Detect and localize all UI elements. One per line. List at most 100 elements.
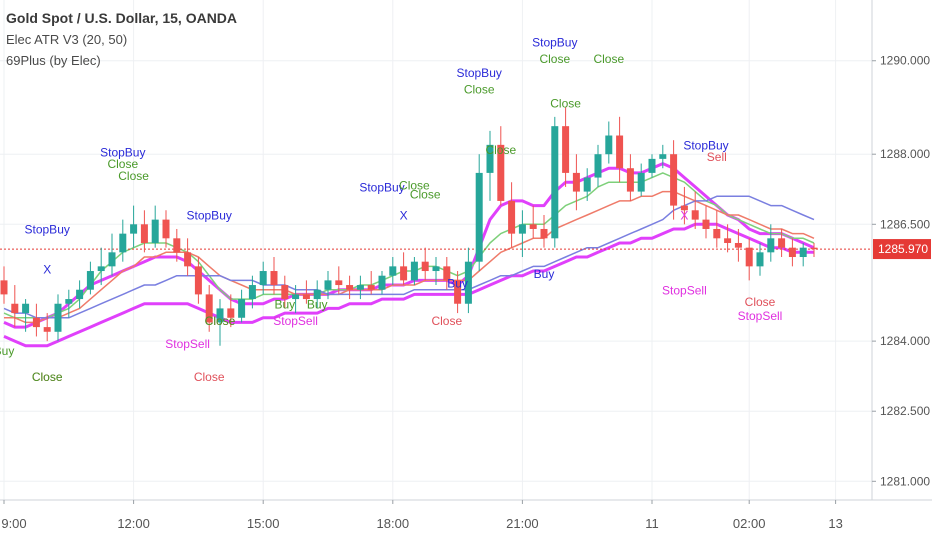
candle — [22, 299, 30, 332]
signal-label: Close — [32, 370, 63, 384]
candle — [508, 182, 516, 248]
signal-label: Buy — [307, 297, 328, 311]
signal-label: Close — [399, 178, 430, 192]
candle-body — [0, 280, 8, 295]
candle-body — [292, 294, 300, 300]
candles — [0, 107, 818, 346]
candle-body — [11, 303, 19, 314]
candle-body — [680, 205, 688, 211]
candle — [119, 219, 127, 262]
y-tick-label: 1281.000 — [880, 474, 930, 488]
candle-body — [410, 261, 418, 281]
y-tick-label: 1288.000 — [880, 147, 930, 161]
candle-body — [551, 126, 559, 239]
x-tick-label: 13 — [828, 516, 842, 531]
signal-label: Close — [550, 96, 581, 110]
candle — [0, 266, 8, 304]
candle — [227, 294, 235, 328]
candle-body — [475, 172, 483, 262]
candle — [497, 126, 505, 206]
candle-body — [626, 168, 634, 192]
signal-label: Buy — [534, 267, 555, 281]
candle — [626, 154, 634, 201]
signal-label: StopSell — [273, 314, 318, 328]
indicator-atr-label: Elec ATR V3 (20, 50) — [6, 32, 128, 47]
signal-label: Buy — [447, 276, 468, 290]
candle — [248, 275, 256, 309]
y-tick-label: 1290.000 — [880, 54, 930, 68]
ma-line-3 — [4, 190, 815, 324]
signal-label: Close — [431, 314, 462, 328]
candle — [130, 205, 138, 248]
candle — [367, 271, 375, 295]
candle-body — [605, 135, 613, 155]
candle-body — [335, 280, 343, 286]
signal-label: Close — [205, 314, 236, 328]
candle — [648, 154, 656, 178]
signal-label: Close — [485, 143, 516, 157]
signal-label: StopBuy — [25, 223, 70, 237]
candle-body — [65, 299, 73, 304]
candle-body — [119, 233, 127, 253]
candle-body — [140, 224, 148, 243]
signal-label: Buy — [0, 344, 14, 358]
candle-body — [216, 308, 224, 323]
ma-line-2 — [3, 172, 815, 319]
candle — [583, 168, 591, 201]
candle-body — [734, 242, 742, 248]
candle — [572, 154, 580, 211]
candle-body — [378, 275, 386, 290]
candle — [670, 140, 678, 220]
signal-label: StopSell — [738, 309, 783, 323]
candle-body — [529, 224, 537, 229]
candle-body — [43, 327, 51, 332]
candle-body — [184, 252, 192, 267]
candle-body — [713, 228, 721, 239]
candle-body — [724, 238, 732, 243]
candle-body — [238, 299, 246, 318]
candle-body — [497, 144, 505, 201]
signal-label: Sell — [707, 150, 727, 164]
candle — [616, 116, 624, 183]
candle-body — [518, 224, 526, 234]
signal-label: StopBuy — [187, 209, 232, 223]
candle-body — [227, 308, 235, 318]
candle — [713, 210, 721, 248]
candle — [86, 261, 94, 295]
candle — [540, 214, 548, 248]
candle — [313, 280, 321, 309]
candle-body — [151, 219, 159, 243]
symbol-title: Gold Spot / U.S. Dollar, 15, OANDA — [6, 10, 238, 26]
candle-body — [400, 266, 408, 281]
candle — [691, 191, 699, 229]
candle — [11, 285, 19, 328]
signal-label: Close — [32, 370, 63, 384]
candle — [432, 257, 440, 286]
candle — [410, 257, 418, 286]
candle — [32, 303, 40, 337]
candle — [162, 210, 170, 248]
signal-label: StopBuy — [100, 146, 145, 160]
candle-body — [670, 154, 678, 206]
candle-body — [788, 247, 796, 258]
moving-averages — [3, 162, 815, 348]
candle-body — [691, 210, 699, 220]
candle-body — [367, 285, 375, 290]
candle — [529, 205, 537, 239]
candle — [421, 247, 429, 281]
candle-body — [432, 266, 440, 272]
y-tick-label: 1286.500 — [880, 217, 930, 231]
candle-body — [324, 280, 332, 290]
candle — [140, 210, 148, 253]
candle-body — [443, 266, 451, 281]
candle — [356, 275, 364, 300]
signal-label: Buy — [274, 297, 295, 311]
x-tick-label: 18:00 — [377, 516, 410, 531]
candle — [745, 238, 753, 281]
y-tick-label: 1284.000 — [880, 334, 930, 348]
candle — [767, 224, 775, 262]
candle-body — [86, 271, 94, 290]
axes: 1290.000 1288.000 1286.500 1284.000 1282.500… — [0, 0, 932, 531]
signal-label: Close — [118, 169, 149, 183]
